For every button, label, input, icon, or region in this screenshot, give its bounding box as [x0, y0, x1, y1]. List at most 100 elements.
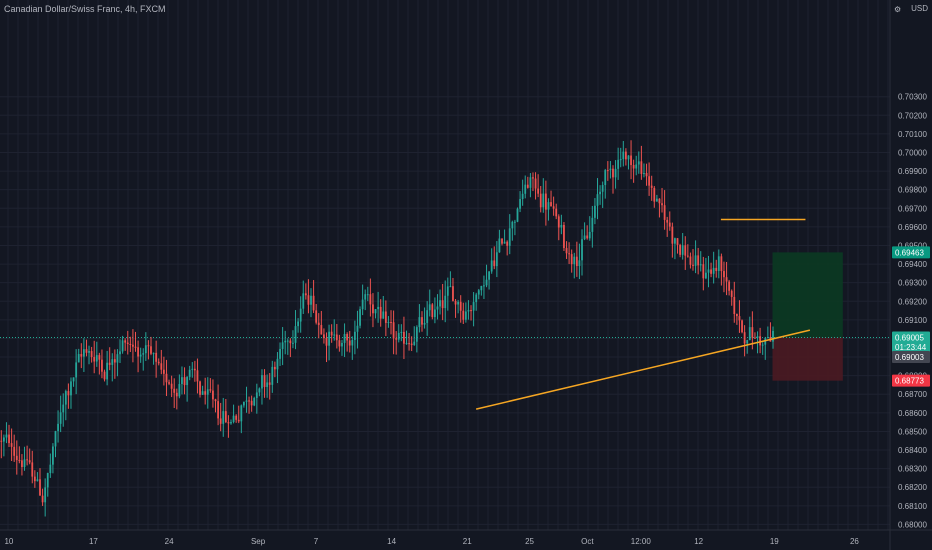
candle-up — [748, 327, 751, 341]
price-tag-label: 0.69003 — [895, 353, 924, 362]
candle-down — [28, 460, 31, 463]
candle-up — [560, 225, 563, 228]
candle-up — [542, 193, 545, 208]
candle-down — [390, 322, 392, 324]
candle-down — [0, 440, 3, 442]
currency-label[interactable]: USD — [911, 4, 928, 13]
candle-down — [526, 184, 529, 188]
candle-up — [111, 359, 114, 365]
price-tag — [892, 331, 930, 344]
candle-up — [614, 168, 617, 178]
y-tick-label: 0.68100 — [898, 502, 927, 511]
gear-icon[interactable]: ⚙ — [894, 5, 901, 14]
candle-up — [604, 170, 607, 186]
candle-up — [772, 330, 774, 342]
candle-down — [113, 359, 116, 363]
candle-up — [516, 208, 519, 222]
y-tick-label: 0.68000 — [898, 520, 927, 529]
candle-up — [681, 245, 684, 255]
candle-down — [658, 198, 661, 204]
candle-down — [759, 336, 762, 346]
candle-up — [746, 340, 749, 344]
candle-down — [307, 295, 310, 305]
candle-up — [457, 301, 460, 305]
candle-down — [162, 369, 165, 374]
candle-up — [294, 326, 297, 343]
candle-up — [591, 217, 594, 232]
candle-down — [31, 462, 34, 477]
candle-down — [101, 359, 103, 372]
candle-up — [188, 369, 191, 377]
candle-up — [302, 293, 305, 309]
candle-down — [137, 347, 139, 357]
candle-up — [75, 362, 78, 378]
candle-up — [609, 168, 612, 171]
candle-up — [142, 353, 145, 355]
candle-down — [325, 337, 328, 346]
candle-up — [240, 405, 243, 422]
candle-down — [175, 392, 178, 397]
candle-up — [310, 295, 312, 305]
candle-up — [279, 348, 281, 359]
candle-down — [237, 419, 240, 422]
y-tick-label: 0.69700 — [898, 204, 927, 213]
candle-up — [271, 366, 274, 385]
candle-down — [408, 343, 410, 345]
candle-down — [735, 314, 738, 317]
candle-up — [495, 252, 498, 267]
y-tick-label: 0.70100 — [898, 130, 927, 139]
position-loss-zone — [772, 337, 843, 381]
candle-down — [728, 281, 731, 291]
y-tick-label: 0.69500 — [898, 241, 927, 250]
candle-up — [519, 199, 521, 209]
candle-down — [196, 370, 199, 382]
candle-up — [635, 164, 638, 169]
candle-down — [312, 295, 315, 311]
price-tag-label: 0.69463 — [895, 248, 924, 257]
candle-up — [498, 238, 501, 253]
candle-up — [547, 202, 550, 210]
candle-up — [49, 464, 52, 474]
candle-down — [410, 343, 413, 345]
candle-down — [323, 334, 325, 338]
x-tick-label: 12 — [694, 537, 703, 546]
candle-up — [601, 185, 604, 192]
candle-up — [59, 412, 62, 424]
candle-down — [702, 264, 705, 279]
candle-down — [568, 253, 571, 255]
x-tick-label: 7 — [314, 537, 319, 546]
candle-up — [508, 228, 511, 246]
candle-down — [668, 222, 671, 227]
candle-down — [552, 206, 555, 209]
y-tick-label: 0.68600 — [898, 409, 927, 418]
y-tick-label: 0.69900 — [898, 167, 927, 176]
candle-down — [317, 322, 320, 326]
candle-down — [751, 327, 754, 338]
candle-down — [212, 390, 214, 400]
candle-down — [730, 290, 733, 297]
candle-up — [583, 235, 586, 240]
candle-down — [315, 310, 318, 323]
candle-down — [41, 495, 44, 503]
candle-up — [480, 285, 483, 291]
candle-up — [449, 286, 452, 288]
candle-down — [741, 320, 743, 333]
candle-up — [299, 308, 302, 322]
x-tick-label: 26 — [850, 537, 859, 546]
candle-up — [490, 260, 493, 272]
candle-down — [346, 334, 349, 341]
candle-down — [733, 296, 736, 315]
candle-up — [243, 401, 245, 406]
candle-up — [599, 191, 601, 195]
candle-down — [165, 373, 168, 383]
candle-down — [723, 271, 725, 278]
candle-up — [366, 294, 369, 296]
candle-down — [754, 337, 756, 339]
candle-up — [529, 177, 532, 188]
candle-up — [699, 264, 702, 266]
candle-up — [756, 336, 759, 338]
candle-down — [692, 264, 694, 266]
candle-down — [219, 418, 222, 424]
